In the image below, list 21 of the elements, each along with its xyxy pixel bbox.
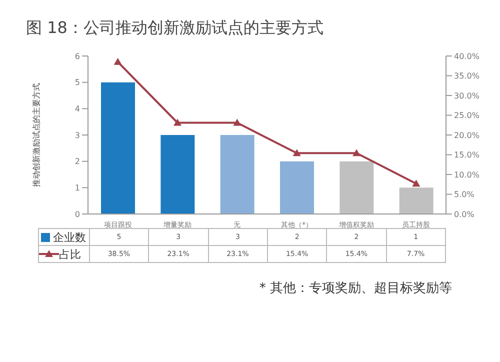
text: * 其他：专项奖励、超目标奖励等 (258, 280, 453, 297)
y2-tick-label: 25.0% (454, 111, 480, 120)
y2-tick-label: 35.0% (454, 72, 480, 81)
chart-title: 图 18：公司推动创新激励试点的主要方式 (25, 17, 324, 39)
y2-tick-label: 30.0% (454, 91, 480, 100)
y2-tick-label: 15.0% (454, 150, 480, 160)
legend-label: 占比 (59, 246, 81, 262)
y-tick-label: 4 (74, 104, 80, 114)
y2-tick-label: 10.0% (454, 170, 480, 180)
y-tick-label: 0 (74, 210, 80, 219)
y-tick-label: 1 (74, 184, 80, 193)
y-tick-label: 3 (74, 130, 80, 140)
y-tick-label: 5 (74, 78, 80, 88)
y-axis-title: 推动创新激励试点的主要方式 (32, 83, 41, 187)
y2-tick-label: 0.0% (454, 210, 475, 219)
y2-tick-label: 40.0% (454, 52, 480, 61)
y-tick-label: 2 (74, 157, 80, 166)
y-tick-label: 6 (74, 52, 80, 61)
legend-label: 企业数 (53, 230, 86, 244)
y2-tick-label: 5.0% (454, 190, 475, 200)
y2-tick-label: 20.0% (454, 130, 480, 140)
